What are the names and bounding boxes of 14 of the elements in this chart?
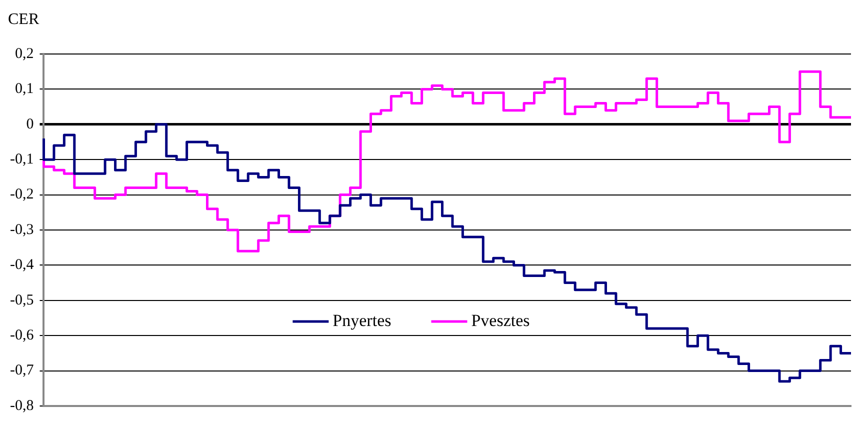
legend-label: Pvesztes [471, 310, 530, 330]
y-tick-label: -0,6 [10, 328, 34, 344]
y-tick-label: -0,7 [10, 362, 34, 379]
y-tick-label: 0 [26, 116, 34, 132]
y-tick-label: 0,1 [14, 81, 34, 98]
legend-label: Pnyertes [332, 310, 392, 330]
y-tick-label: -0,8 [10, 398, 34, 414]
y-tick-label: 0,2 [14, 46, 34, 62]
y-tick-label: -0,5 [10, 292, 34, 308]
y-axis-title: CER [8, 11, 40, 28]
y-tick-label: -0,3 [10, 222, 34, 238]
y-tick-label: -0,4 [10, 257, 34, 274]
y-tick-label: -0,2 [10, 186, 34, 203]
y-tick-label: -0,1 [10, 152, 34, 168]
